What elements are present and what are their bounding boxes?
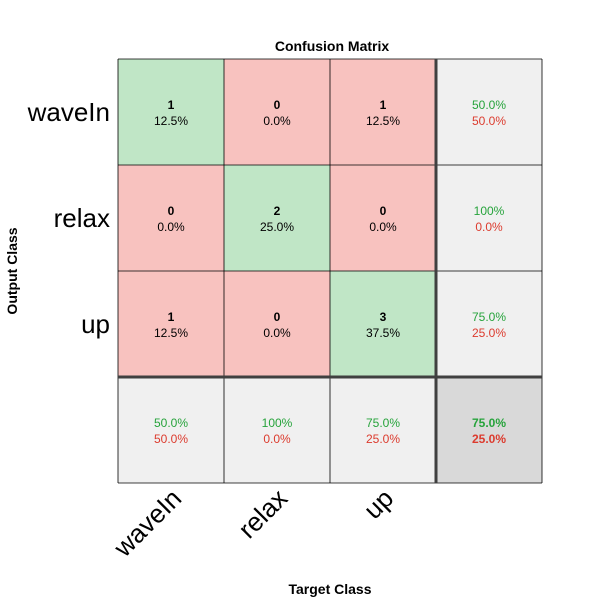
- matrix-cell: [330, 59, 436, 165]
- cell-count: 0: [274, 98, 281, 112]
- matrix-cell: [330, 271, 436, 377]
- summary-correct: 100%: [474, 204, 505, 218]
- x-tick-label: relax: [232, 483, 293, 544]
- matrix-cell: [436, 165, 542, 271]
- y-tick-label: waveIn: [27, 97, 110, 127]
- x-axis-label: Target Class: [289, 581, 372, 597]
- cell-count: 1: [380, 98, 387, 112]
- y-tick-labels: waveIn relax up: [27, 97, 110, 339]
- matrix-cell: [436, 377, 542, 483]
- cell-count: 1: [168, 98, 175, 112]
- cell-percent: 25.0%: [260, 220, 294, 234]
- cell-count: 0: [168, 204, 175, 218]
- cell-count: 0: [380, 204, 387, 218]
- matrix-cell: [224, 59, 330, 165]
- matrix-cell: [330, 165, 436, 271]
- x-tick-label: waveIn: [107, 483, 187, 563]
- matrix-grid: [117, 58, 543, 484]
- y-axis-label: Output Class: [4, 227, 20, 314]
- matrix-cell: [224, 165, 330, 271]
- summary-incorrect: 25.0%: [472, 432, 506, 446]
- summary-correct: 75.0%: [472, 310, 506, 324]
- summary-correct: 50.0%: [154, 416, 188, 430]
- matrix-cell: [118, 377, 224, 483]
- cell-percent: 12.5%: [154, 114, 188, 128]
- summary-incorrect: 25.0%: [366, 432, 400, 446]
- matrix-cell: [118, 165, 224, 271]
- summary-correct: 75.0%: [366, 416, 400, 430]
- x-tick-label: up: [358, 483, 400, 525]
- summary-incorrect: 50.0%: [154, 432, 188, 446]
- y-tick-label: up: [81, 309, 110, 339]
- matrix-cell: [118, 271, 224, 377]
- summary-correct: 50.0%: [472, 98, 506, 112]
- chart-title: Confusion Matrix: [275, 38, 390, 54]
- cell-percent: 0.0%: [157, 220, 185, 234]
- cell-count: 2: [274, 204, 281, 218]
- summary-correct: 100%: [262, 416, 293, 430]
- x-tick-labels: waveIn relax up: [107, 483, 399, 563]
- cell-percent: 37.5%: [366, 326, 400, 340]
- cell-percent: 12.5%: [366, 114, 400, 128]
- summary-incorrect: 25.0%: [472, 326, 506, 340]
- matrix-cell: [118, 59, 224, 165]
- cell-count: 3: [380, 310, 387, 324]
- cell-percent: 12.5%: [154, 326, 188, 340]
- y-tick-label: relax: [54, 203, 110, 233]
- summary-incorrect: 0.0%: [263, 432, 291, 446]
- cell-count: 0: [274, 310, 281, 324]
- summary-correct: 75.0%: [472, 416, 506, 430]
- cell-count: 1: [168, 310, 175, 324]
- matrix-cell: [436, 59, 542, 165]
- cell-percent: 0.0%: [263, 326, 291, 340]
- matrix-cell: [224, 377, 330, 483]
- cell-percent: 0.0%: [369, 220, 397, 234]
- matrix-cell: [330, 377, 436, 483]
- matrix-cell: [224, 271, 330, 377]
- matrix-cell: [436, 271, 542, 377]
- summary-incorrect: 0.0%: [475, 220, 503, 234]
- summary-incorrect: 50.0%: [472, 114, 506, 128]
- matrix-cells: 1 12.5% 0 0.0% 1 12.5% 50.0% 50.0% 0 0.0% 2 25.0% 0 0…: [118, 59, 542, 483]
- cell-percent: 0.0%: [263, 114, 291, 128]
